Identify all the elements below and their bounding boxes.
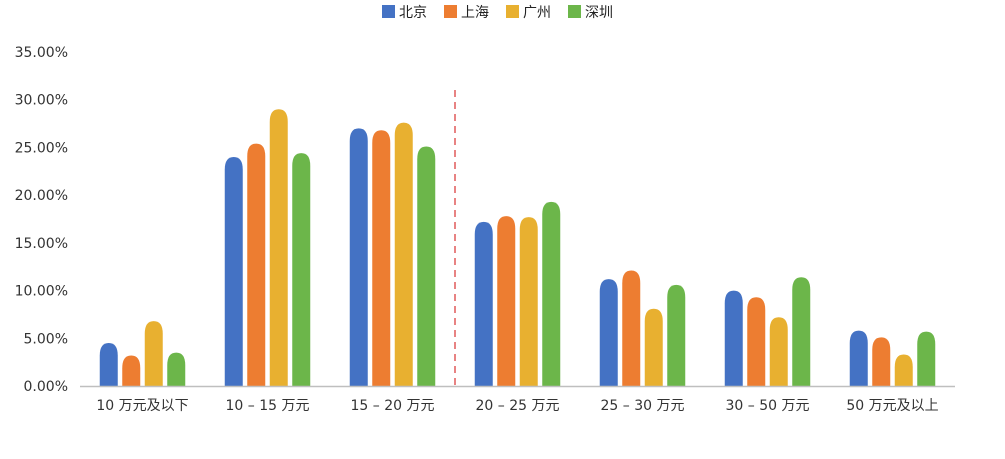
y-tick-label: 25.00%: [15, 140, 68, 156]
x-tick-label: 10 – 15 万元: [226, 398, 310, 414]
bar: [724, 290, 743, 386]
legend-label: 北京: [399, 5, 427, 21]
legend-label: 广州: [523, 5, 551, 21]
bars-group: [99, 109, 936, 387]
x-tick-label: 50 万元及以上: [846, 398, 938, 414]
bar: [497, 216, 516, 386]
bar: [622, 270, 641, 386]
bar: [667, 284, 686, 386]
bar: [99, 343, 118, 386]
y-tick-label: 15.00%: [15, 236, 68, 252]
y-tick-label: 30.00%: [15, 93, 68, 109]
bar: [542, 201, 561, 386]
bar: [417, 146, 436, 386]
x-tick-label: 10 万元及以下: [96, 398, 188, 414]
bar: [144, 321, 163, 386]
y-axis-ticks: 0.00% 5.00% 10.00% 15.00% 20.00% 25.00% 30.00%…: [15, 45, 68, 395]
legend-swatch: [506, 5, 519, 18]
x-tick-label: 30 – 50 万元: [726, 398, 810, 414]
x-tick-label: 15 – 20 万元: [351, 398, 435, 414]
bar: [269, 109, 288, 386]
y-tick-label: 20.00%: [15, 188, 68, 204]
bar: [474, 221, 493, 386]
bar: [917, 331, 936, 386]
bar: [872, 337, 891, 386]
chart-legend: 北京 上海 广州 深圳: [382, 5, 613, 21]
y-tick-label: 5.00%: [24, 331, 68, 347]
bar: [747, 297, 766, 386]
bar: [167, 352, 186, 386]
bar: [394, 122, 413, 387]
y-tick-label: 35.00%: [15, 45, 68, 61]
bar: [519, 217, 538, 386]
y-tick-label: 10.00%: [15, 284, 68, 300]
bar: [792, 277, 811, 386]
x-axis-ticks: 10 万元及以下 10 – 15 万元 15 – 20 万元 20 – 25 万元 25…: [96, 398, 938, 414]
x-tick-label: 25 – 30 万元: [601, 398, 685, 414]
bar: [122, 355, 141, 386]
bar: [372, 130, 391, 386]
legend-label: 上海: [461, 5, 489, 21]
bar: [292, 153, 311, 386]
bar: [599, 279, 618, 386]
bar: [849, 330, 868, 386]
bar: [247, 143, 266, 386]
legend-label: 深圳: [585, 5, 613, 21]
bar: [894, 354, 913, 386]
legend-swatch: [444, 5, 457, 18]
bar: [224, 156, 243, 386]
x-tick-label: 20 – 25 万元: [476, 398, 560, 414]
legend-swatch: [568, 5, 581, 18]
bar: [349, 128, 368, 387]
bar: [769, 317, 788, 386]
bar: [644, 308, 663, 386]
legend-swatch: [382, 5, 395, 18]
y-tick-label: 0.00%: [24, 379, 68, 395]
